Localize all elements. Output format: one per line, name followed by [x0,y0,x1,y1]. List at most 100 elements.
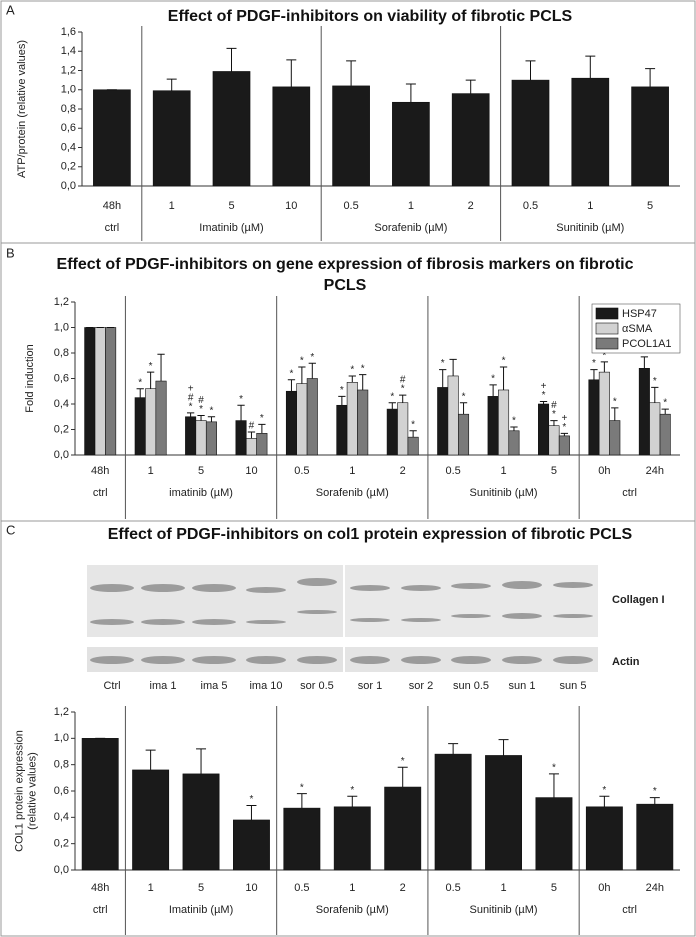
bar [386,408,398,456]
significance-marker: * [361,363,365,374]
bar [585,806,623,871]
significance-marker: # [188,393,194,404]
lane-label: ima 10 [249,680,282,692]
group-label: ctrl [93,487,108,499]
y-axis-label: Fold induction [24,344,36,413]
error-bar [286,59,297,87]
error-bar [157,353,165,382]
x-tick-label: 1 [148,465,154,477]
error-bar [499,366,508,390]
lane-label: ima 1 [150,680,177,692]
error-bar [448,743,459,755]
x-tick-label: 1 [349,882,355,894]
significance-marker: * [602,785,606,796]
significance-marker: * [250,794,254,805]
bar [81,738,119,871]
significance-marker: # [400,375,406,386]
error-bar [550,420,558,426]
bar [94,327,106,456]
bar [609,420,621,456]
significance-marker: + [188,384,194,395]
error-bar [287,379,296,392]
error-bar [498,739,509,756]
error-bar [459,402,468,415]
y-tick-label: 1,0 [61,84,76,96]
bar [451,93,490,187]
x-tick-label: 1 [587,200,593,212]
lane-label: sor 1 [358,680,382,692]
error-bar [258,423,266,434]
group-label: Sunitinib (µM) [469,487,537,499]
lane-label: sor 0.5 [300,680,334,692]
bar [558,435,570,456]
x-tick-label: 24h [646,882,664,894]
error-bar [585,55,596,79]
error-bar [237,404,245,421]
significance-marker: * [441,358,445,369]
legend-label: αSMA [622,323,653,335]
significance-marker: * [340,385,344,396]
group-label: Sorafenib (µM) [316,487,389,499]
group-label: Sorafenib (µM) [316,904,389,916]
group-label: Sunitinib (µM) [556,222,624,234]
x-tick-label: 1 [349,465,355,477]
bar [598,371,610,456]
x-tick-label: 0.5 [445,465,460,477]
error-bar [166,78,177,91]
significance-marker: # [198,395,204,406]
x-tick-label: 10 [245,465,257,477]
error-bar [649,797,660,805]
error-bar [539,400,548,404]
error-bar [399,394,407,403]
group-label: ctrl [622,487,637,499]
y-tick-label: 0,2 [54,838,69,850]
error-bar [226,47,237,72]
group-label: ctrl [622,904,637,916]
bar [145,388,157,456]
significance-marker: * [149,361,153,372]
panel-letter: B [6,245,15,260]
bar [535,797,573,871]
x-tick-label: 0.5 [445,882,460,894]
error-bar [338,395,346,406]
error-bar [186,412,195,417]
bar [235,420,247,456]
error-bar [651,386,659,403]
chart-title: Effect of PDGF-inhibitors on gene expres… [56,256,634,294]
lane-label: sor 2 [409,680,433,692]
group-label: ctrl [93,904,108,916]
y-tick-label: 0,0 [54,449,69,461]
x-tick-label: 0h [598,882,610,894]
lane-label: Ctrl [103,680,120,692]
x-tick-label: 0.5 [294,882,309,894]
bar [649,402,661,456]
bar [333,806,371,871]
bar [548,425,560,456]
bar [571,77,610,187]
group-label: ctrl [105,222,120,234]
bar [332,85,370,187]
y-tick-label: 0,4 [54,398,69,410]
significance-marker: * [350,365,354,376]
bar [205,421,217,456]
x-tick-label: 5 [198,882,204,894]
x-tick-label: 1 [169,200,175,212]
x-tick-label: 48h [91,882,109,894]
blot-membrane [345,565,598,637]
y-tick-label: 0,2 [54,423,69,435]
y-tick-label: 1,2 [54,296,69,308]
y-tick-label: 1,0 [54,321,69,333]
bar [256,433,268,456]
error-bar [611,407,619,421]
x-tick-label: 48h [103,200,121,212]
x-tick-label: 10 [245,882,257,894]
lane-label: sun 1 [509,680,536,692]
x-tick-label: 2 [400,882,406,894]
bar [84,327,96,456]
significance-marker: * [411,419,415,430]
bar [346,382,358,456]
bar [233,819,270,871]
y-tick-label: 0,6 [61,122,76,134]
